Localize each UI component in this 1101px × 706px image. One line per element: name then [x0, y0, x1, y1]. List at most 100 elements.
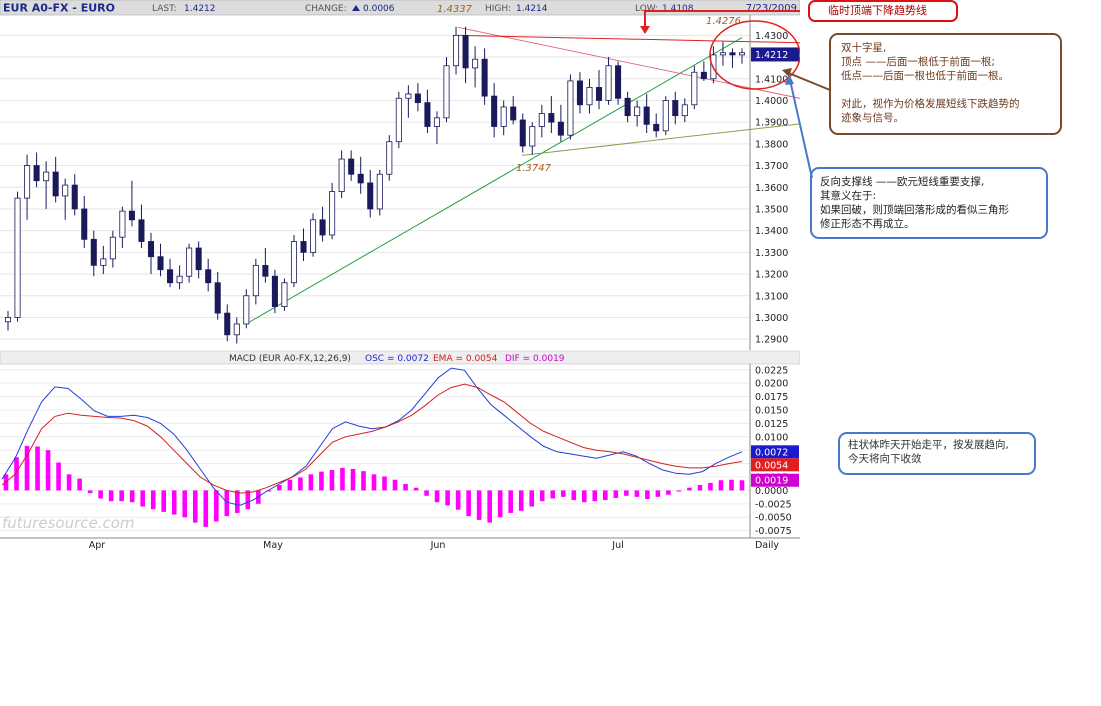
macd-histogram-bar — [266, 490, 272, 492]
candle-body — [271, 275, 278, 308]
price-tick-label: 1.3400 — [755, 226, 788, 237]
candle-body — [615, 65, 622, 99]
candle-body — [281, 282, 288, 308]
macd-histogram-bar — [329, 470, 335, 491]
macd-histogram-bar — [560, 490, 566, 497]
candle-body — [195, 247, 202, 271]
candle-body — [4, 317, 12, 323]
macd-histogram-bar — [119, 490, 124, 502]
candle-body — [176, 275, 183, 284]
macd-histogram-bar — [14, 457, 19, 491]
price-tick-label: 1.4100 — [755, 74, 788, 85]
macd-tick-label: 0.0175 — [755, 392, 788, 403]
macd-histogram-bar — [476, 490, 482, 520]
note-doji-line4: 迹象与信号。 — [841, 112, 904, 124]
macd-histogram-bar — [729, 479, 734, 491]
candle-body — [138, 219, 145, 242]
macd-histogram-bar — [24, 445, 30, 491]
macd-tick-label: 0.0125 — [755, 419, 788, 430]
last-value: 1.4212 — [184, 4, 216, 14]
top-note-arrowhead — [640, 26, 650, 34]
macd-histogram-bar — [603, 490, 608, 501]
candle-body — [700, 71, 707, 80]
macd-histogram-bar — [634, 490, 640, 497]
note-doji-title: 双十字星, — [841, 42, 887, 54]
chart-area: EUR A0-FX - EURO LAST: 1.4212 CHANGE: 0.… — [0, 0, 816, 551]
candle-body — [548, 113, 555, 123]
note-double-doji: 双十字星, 顶点 ——后面一根低于前面一根; 低点——后面一根也低于前面一根。 … — [829, 33, 1062, 135]
macd-histogram-bar — [455, 490, 461, 510]
candle-body — [357, 173, 364, 184]
note-support-line: 反向支撑线 ——欧元短线重要支撑, 其意义在于: 如果回破，则顶端回落形成的看似… — [810, 167, 1048, 239]
price-tick-label: 1.3300 — [755, 248, 788, 259]
candle-body — [33, 165, 40, 182]
price-tick-label: 1.3100 — [755, 291, 788, 302]
price-tick-label: 1.2900 — [755, 335, 788, 346]
macd-histogram-bar — [56, 462, 61, 491]
macd-histogram-bar — [571, 490, 577, 501]
top-note-pointer — [644, 10, 808, 31]
change-value: 0.0006 — [363, 4, 395, 14]
macd-histogram-bar — [108, 490, 114, 502]
candle-body — [338, 158, 345, 192]
candle-body — [109, 236, 116, 260]
price-axis: 1.43001.42001.41001.40001.39001.38001.37… — [749, 15, 799, 350]
macd-histogram-bar — [235, 490, 240, 513]
date-tick-label: Daily — [755, 540, 779, 550]
macd-histogram-bar — [192, 490, 198, 523]
candle-body — [643, 106, 650, 125]
price-tick-label: 1.4300 — [755, 31, 788, 42]
macd-histogram-bar — [77, 478, 82, 491]
price-tick-label: 1.3000 — [755, 313, 788, 324]
macd-value-badge-label: 0.0019 — [755, 476, 788, 487]
macd-tick-label: 0.0200 — [755, 379, 788, 390]
symbol-title: EUR A0-FX - EURO — [3, 2, 115, 15]
macd-histogram-bar — [287, 479, 293, 491]
macd-ema-line — [1, 383, 743, 494]
macd-histogram-bar — [340, 467, 345, 491]
candle-body — [52, 171, 59, 197]
price-tick-label: 1.3800 — [755, 139, 788, 150]
price-tick-label: 1.3900 — [755, 118, 788, 129]
macd-tick-label: 0.0150 — [755, 405, 788, 416]
macd-histogram-bar — [687, 487, 692, 491]
candle-body — [167, 269, 174, 284]
price-tick-label: 1.3700 — [755, 161, 788, 172]
macd-histogram-bar — [35, 446, 40, 491]
note-doji-spacer — [841, 83, 1050, 97]
macd-histogram-bar — [718, 480, 724, 491]
note-doji-line3: 对此，视作为价格发展短线下跌趋势的 — [841, 98, 1020, 110]
note-support-line1: 反向支撑线 ——欧元短线重要支撑, — [820, 176, 985, 188]
macd-histogram-bar — [361, 471, 366, 491]
macd-dif-label: DIF = 0.0019 — [505, 354, 565, 364]
candle-body — [214, 282, 221, 314]
candle-body — [481, 58, 488, 97]
candle-body — [252, 264, 259, 297]
change-up-icon — [352, 5, 360, 11]
candle-body — [243, 295, 250, 325]
macd-histogram-bar — [539, 490, 545, 502]
date-tick-label: Apr — [89, 540, 106, 550]
note-support-line2: 其意义在于: — [820, 190, 877, 202]
macd-histogram-bar — [129, 490, 135, 503]
macd-histogram-bar — [308, 474, 314, 491]
macd-histogram-bar — [150, 490, 156, 510]
date-tick-label: Jul — [611, 540, 623, 550]
macd-value-badge — [751, 445, 799, 459]
candle-body — [348, 158, 355, 175]
macd-title: MACD (EUR A0-FX,12,26,9) — [229, 354, 351, 364]
last-price-badge — [751, 47, 799, 62]
macd-tick-label: -0.0025 — [755, 499, 792, 510]
candle-body — [719, 52, 726, 56]
candle-body — [90, 238, 97, 266]
candle-body — [567, 80, 574, 136]
macd-histogram-bar — [371, 474, 377, 491]
candle-body — [186, 247, 193, 277]
macd-histogram-bar — [550, 490, 556, 499]
candle-body — [395, 97, 402, 143]
candle-body — [595, 87, 603, 101]
low-label: LOW: — [635, 4, 658, 14]
candle-body — [43, 171, 50, 182]
macd-histogram-bar — [676, 490, 682, 492]
candle-body — [576, 80, 583, 106]
